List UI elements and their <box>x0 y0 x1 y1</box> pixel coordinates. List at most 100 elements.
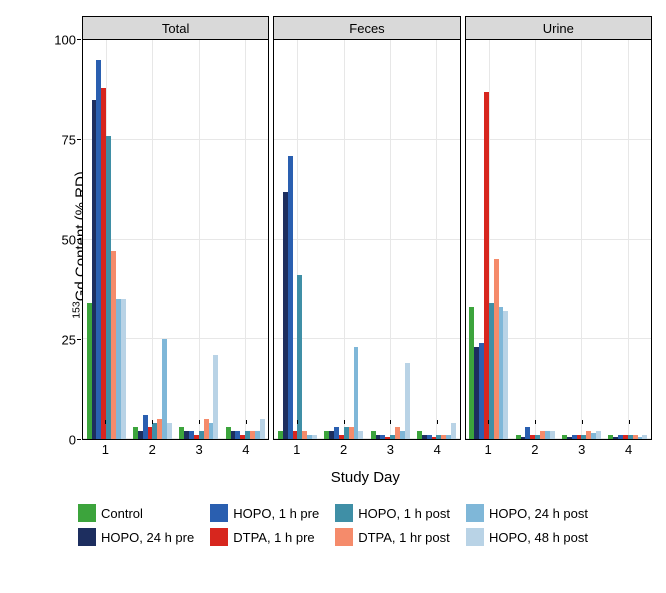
legend-item: HOPO, 48 h post <box>466 528 588 546</box>
y-tick-label: 100 <box>46 33 76 48</box>
y-tick-label: 75 <box>46 133 76 148</box>
y-tick-mark <box>77 339 81 340</box>
bar-layer <box>466 40 651 439</box>
bar <box>596 431 601 439</box>
y-tick-mark <box>77 139 81 140</box>
legend-swatch <box>335 528 353 546</box>
y-tick-label: 50 <box>46 233 76 248</box>
legend-label: HOPO, 24 h pre <box>101 530 194 545</box>
x-tick-label: 4 <box>434 442 441 457</box>
x-tick-mark <box>390 420 391 424</box>
x-tick-mark <box>437 420 438 424</box>
legend-item: HOPO, 1 h post <box>335 504 450 522</box>
legend-swatch <box>78 528 96 546</box>
bar-group <box>224 40 266 439</box>
bar <box>503 311 508 439</box>
bar-group <box>178 40 220 439</box>
bar-group <box>514 40 556 439</box>
legend-label: DTPA, 1 h pre <box>233 530 314 545</box>
legend-label: HOPO, 48 h post <box>489 530 588 545</box>
plot-area <box>83 40 268 439</box>
legend-swatch <box>335 504 353 522</box>
legend-label: HOPO, 24 h post <box>489 506 588 521</box>
facet-title: Total <box>83 17 268 40</box>
x-tick-label: 2 <box>531 442 538 457</box>
bar-group <box>561 40 603 439</box>
legend-swatch <box>466 528 484 546</box>
facet-panel: Total <box>82 16 269 440</box>
x-tick-label: 3 <box>387 442 394 457</box>
x-ticks: 1 2 3 4 1 2 3 4 1 2 3 4 <box>82 440 652 460</box>
y-tick-mark <box>77 39 81 40</box>
bar <box>405 363 410 439</box>
x-tick-mark <box>535 420 536 424</box>
bar <box>358 431 363 439</box>
legend-label: HOPO, 1 h pre <box>233 506 319 521</box>
x-tick-label: 1 <box>102 442 109 457</box>
bar <box>354 347 359 439</box>
y-tick-label: 0 <box>46 433 76 448</box>
x-tick-label: 3 <box>195 442 202 457</box>
facet-title: Feces <box>274 17 459 40</box>
bar-group <box>607 40 649 439</box>
bar <box>451 423 456 439</box>
legend-label: DTPA, 1 hr post <box>358 530 450 545</box>
x-axis-label: Study Day <box>331 469 400 486</box>
bar-group <box>132 40 174 439</box>
x-tick-label: 2 <box>149 442 156 457</box>
xtick-panel: 1 2 3 4 <box>273 440 460 460</box>
bar <box>288 156 293 439</box>
chart: 153Gd Content (% RD) 0255075100 TotalFec… <box>10 10 656 480</box>
legend-item: DTPA, 1 hr post <box>335 528 450 546</box>
bar-group <box>369 40 411 439</box>
y-tick-mark <box>77 439 81 440</box>
x-tick-label: 2 <box>340 442 347 457</box>
x-tick-label: 4 <box>242 442 249 457</box>
x-tick-label: 1 <box>484 442 491 457</box>
plot-area <box>274 40 459 439</box>
bar <box>642 435 647 439</box>
legend-label: HOPO, 1 h post <box>358 506 450 521</box>
x-tick-mark <box>344 420 345 424</box>
x-tick-mark <box>246 420 247 424</box>
bar <box>297 275 302 439</box>
bar-layer <box>274 40 459 439</box>
bar <box>550 431 555 439</box>
bar-layer <box>83 40 268 439</box>
bar <box>121 299 126 439</box>
legend-item: Control <box>78 504 194 522</box>
y-tick-label: 25 <box>46 333 76 348</box>
legend-item: HOPO, 24 h post <box>466 504 588 522</box>
bar <box>260 419 265 439</box>
legend-label: Control <box>101 506 143 521</box>
legend-swatch <box>210 528 228 546</box>
bar <box>213 355 218 439</box>
x-tick-label: 3 <box>578 442 585 457</box>
x-tick-label: 4 <box>625 442 632 457</box>
facet-title: Urine <box>466 17 651 40</box>
legend-swatch <box>466 504 484 522</box>
x-tick-mark <box>105 420 106 424</box>
legend-item: HOPO, 1 h pre <box>210 504 319 522</box>
y-tick-mark <box>77 239 81 240</box>
x-tick-mark <box>152 420 153 424</box>
facet-panels: Total Feces Urine <box>82 16 652 440</box>
bar-group <box>416 40 458 439</box>
x-tick-mark <box>488 420 489 424</box>
y-ticks: 0255075100 <box>46 40 76 440</box>
legend-swatch <box>78 504 96 522</box>
bar <box>312 435 317 439</box>
legend-item: DTPA, 1 h pre <box>210 528 319 546</box>
legend: Control HOPO, 24 h pre HOPO, 1 h pre DTPA, … <box>10 504 656 546</box>
bar <box>167 423 172 439</box>
x-tick-label: 1 <box>293 442 300 457</box>
bar-group <box>468 40 510 439</box>
facet-panel: Feces <box>273 16 460 440</box>
x-tick-mark <box>297 420 298 424</box>
plot-area <box>466 40 651 439</box>
bar-group <box>277 40 319 439</box>
facet-panel: Urine <box>465 16 652 440</box>
x-tick-mark <box>582 420 583 424</box>
legend-swatch <box>210 504 228 522</box>
legend-item: HOPO, 24 h pre <box>78 528 194 546</box>
